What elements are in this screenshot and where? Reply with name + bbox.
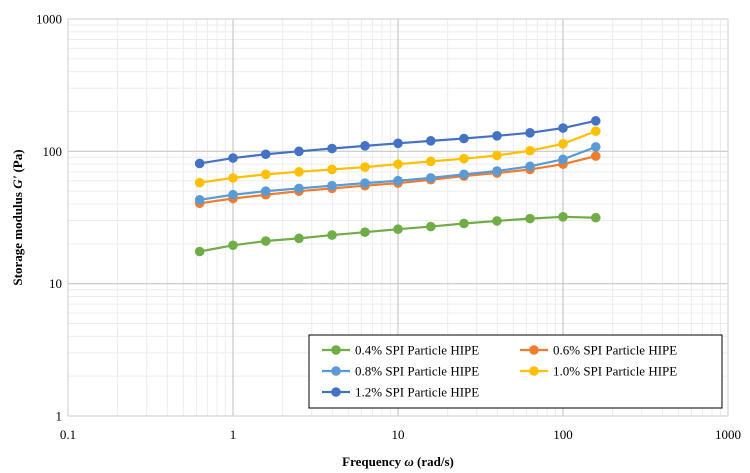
- data-point: [360, 141, 370, 151]
- x-tick-label: 1000: [715, 427, 741, 442]
- data-point: [525, 161, 535, 172]
- data-point: [327, 143, 337, 154]
- data-point: [260, 236, 271, 246]
- data-point: [525, 128, 535, 138]
- legend-marker: [331, 345, 341, 355]
- x-tick-label: 10: [392, 427, 405, 442]
- data-point: [360, 178, 370, 188]
- y-tick-label: 10: [49, 276, 62, 291]
- legend-label: 1.2% SPI Particle HIPE: [355, 385, 479, 400]
- data-point: [459, 218, 469, 229]
- data-point: [425, 136, 436, 146]
- legend-label: 0.8% SPI Particle HIPE: [355, 364, 479, 379]
- tick-labels: 0.1 1 10 100 1000 1 10 100 1000: [36, 12, 741, 443]
- data-point: [525, 145, 535, 156]
- data-point: [327, 230, 337, 240]
- data-point: [459, 153, 469, 164]
- y-axis-title: Storage modulus G' (Pa): [10, 149, 25, 285]
- data-point: [558, 212, 568, 222]
- data-point: [294, 183, 304, 194]
- data-point: [228, 240, 238, 251]
- x-tick-label: 1: [230, 427, 237, 442]
- data-point: [590, 126, 601, 136]
- data-point: [260, 149, 271, 160]
- data-point: [459, 133, 469, 144]
- data-point: [294, 146, 304, 157]
- data-point: [393, 138, 403, 149]
- data-point: [459, 169, 469, 180]
- data-point: [327, 164, 337, 175]
- x-tick-label: 0.1: [60, 427, 76, 442]
- data-point: [492, 166, 502, 176]
- data-point: [492, 150, 502, 161]
- data-point: [492, 131, 502, 141]
- series-group: [194, 116, 601, 169]
- data-point: [590, 212, 601, 223]
- series-group: [194, 212, 601, 257]
- data-point: [228, 173, 238, 183]
- series: [194, 116, 601, 257]
- data-point: [393, 224, 403, 234]
- data-point: [260, 169, 271, 180]
- legend-label: 0.4% SPI Particle HIPE: [355, 343, 479, 358]
- data-point: [425, 156, 436, 167]
- legend-marker: [331, 387, 341, 397]
- data-point: [194, 195, 205, 205]
- data-point: [590, 116, 601, 126]
- data-point: [260, 186, 271, 196]
- data-point: [194, 158, 205, 169]
- legend-marker: [331, 366, 341, 376]
- data-point: [228, 153, 238, 163]
- data-point: [492, 216, 502, 226]
- legend-label: 0.6% SPI Particle HIPE: [553, 343, 677, 358]
- y-tick-label: 1000: [36, 12, 62, 27]
- plot-area-frame: [67, 18, 729, 417]
- data-point: [294, 233, 304, 244]
- x-tick-label: 100: [553, 427, 573, 442]
- data-point: [425, 173, 436, 183]
- legend-marker: [529, 345, 539, 355]
- data-point: [525, 213, 535, 224]
- data-point: [228, 189, 238, 200]
- data-point: [360, 227, 370, 237]
- data-point: [425, 221, 436, 232]
- legend-marker: [529, 366, 539, 376]
- series-group: [194, 142, 601, 205]
- data-point: [558, 123, 568, 133]
- y-tick-label: 100: [43, 144, 63, 159]
- data-point: [393, 159, 403, 169]
- data-point: [393, 175, 403, 186]
- data-point: [327, 180, 337, 191]
- series-group: [194, 126, 601, 188]
- data-point: [194, 177, 205, 188]
- data-point: [194, 246, 205, 257]
- data-point: [558, 139, 568, 149]
- legend-box: [308, 334, 723, 409]
- y-tick-label: 1: [56, 409, 63, 424]
- data-point: [360, 162, 370, 172]
- x-axis-title: Frequency ω (rad/s): [342, 454, 454, 469]
- legend: 0.4% SPI Particle HIPE 0.6% SPI Particle …: [308, 334, 723, 409]
- data-point: [590, 142, 601, 152]
- legend-label: 1.0% SPI Particle HIPE: [553, 364, 677, 379]
- data-point: [590, 151, 601, 161]
- data-point: [558, 154, 568, 165]
- data-point: [294, 167, 304, 177]
